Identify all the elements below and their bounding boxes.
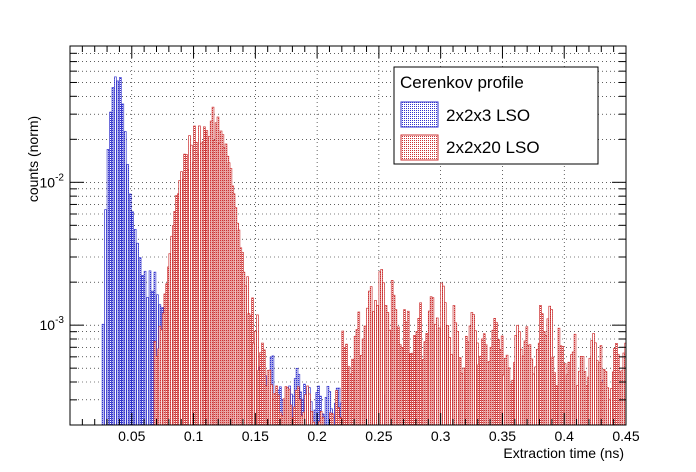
x-tick-label: 0.3 <box>431 428 451 444</box>
x-tick-label: 0.15 <box>242 428 269 444</box>
hist-bar <box>151 290 154 425</box>
legend-label-2x2x20: 2x2x20 LSO <box>446 138 540 157</box>
hist-bar <box>121 103 125 425</box>
y-tick-label: 10-3 <box>40 315 65 333</box>
plot-frame <box>69 45 627 426</box>
y-tick-label: 10-2 <box>40 172 65 190</box>
hist-bar <box>345 343 348 425</box>
x-axis-title: Extraction time (ns) <box>503 445 624 461</box>
hist-bar <box>456 330 459 425</box>
hist-bar <box>357 311 361 425</box>
hist-bar <box>321 416 325 425</box>
hist-bar <box>388 329 391 425</box>
hist-bar <box>330 413 334 425</box>
y-axis-title: counts (norm) <box>25 116 41 202</box>
legend-swatch-2x2x20 <box>400 134 439 161</box>
hist-bar <box>400 347 404 425</box>
hist-bar <box>339 417 342 425</box>
hist-bar <box>111 87 115 425</box>
hist-bar <box>555 385 558 425</box>
hist-bar <box>143 270 147 425</box>
x-tick-label: 0.2 <box>307 428 327 444</box>
hist-bar <box>128 193 132 425</box>
hist-bar <box>126 164 130 425</box>
hist-bar <box>628 359 630 425</box>
hist-bar <box>450 354 453 425</box>
hist-bar <box>148 270 152 425</box>
hist-bar <box>289 404 293 425</box>
hist-bar <box>109 111 112 425</box>
x-tick-label: 0.25 <box>365 428 392 444</box>
hist-bar <box>124 131 127 425</box>
hist-bar <box>312 421 315 425</box>
hist-bar <box>133 228 137 425</box>
hist-bar <box>116 80 120 425</box>
hist-bar <box>425 333 429 425</box>
legend-swatch-2x2x3 <box>400 101 439 128</box>
x-tick-label: 0.1 <box>184 428 204 444</box>
x-tick-label: 0.45 <box>612 428 639 444</box>
x-tick-label: 0.35 <box>489 428 516 444</box>
hist-bar <box>131 211 134 425</box>
hist-bar <box>101 323 105 425</box>
histogram-bars <box>101 76 630 425</box>
hist-bar <box>146 297 149 425</box>
hist-bar <box>106 149 110 425</box>
hist-bar <box>382 282 385 425</box>
hist-bar <box>369 286 373 425</box>
hist-bar <box>136 242 139 425</box>
hist-bar <box>119 77 122 425</box>
axis-ticks <box>70 45 627 426</box>
hist-bar <box>431 297 435 425</box>
hist-bar <box>413 335 416 425</box>
hist-bar <box>205 130 209 425</box>
hist-bar <box>406 310 410 425</box>
hist-bar <box>337 407 340 425</box>
hist-bar <box>104 209 107 425</box>
x-tick-label: 0.05 <box>118 428 145 444</box>
hist-bar <box>437 327 441 425</box>
hist-bar <box>308 393 311 425</box>
hist-bar <box>376 305 379 425</box>
hist-bar <box>394 309 398 425</box>
x-tick-label: 0.4 <box>554 428 574 444</box>
hist-bar <box>138 257 142 425</box>
hist-bar <box>351 358 354 425</box>
hist-bar <box>444 302 447 425</box>
hist-bar <box>462 367 466 425</box>
hist-bar <box>363 325 367 425</box>
hist-bar <box>141 275 144 425</box>
hist-bar <box>561 346 564 425</box>
legend-label-2x2x3: 2x2x3 LSO <box>446 106 530 125</box>
legend: Cerenkov profile 2x2x3 LSO 2x2x20 LSO <box>393 66 599 165</box>
series-1 <box>153 106 630 425</box>
hist-bar <box>256 314 259 425</box>
legend-title: Cerenkov profile <box>400 73 524 92</box>
hist-bar <box>573 333 577 425</box>
hist-bar <box>203 126 206 425</box>
hist-bar <box>419 302 422 425</box>
tick-labels: 0.05 0.1 0.15 0.2 0.25 0.3 0.35 0.4 0.45 10-2 10-3 <box>40 172 640 444</box>
hist-bar <box>298 398 302 425</box>
hist-bar <box>114 76 117 425</box>
hist-bar <box>567 361 571 425</box>
